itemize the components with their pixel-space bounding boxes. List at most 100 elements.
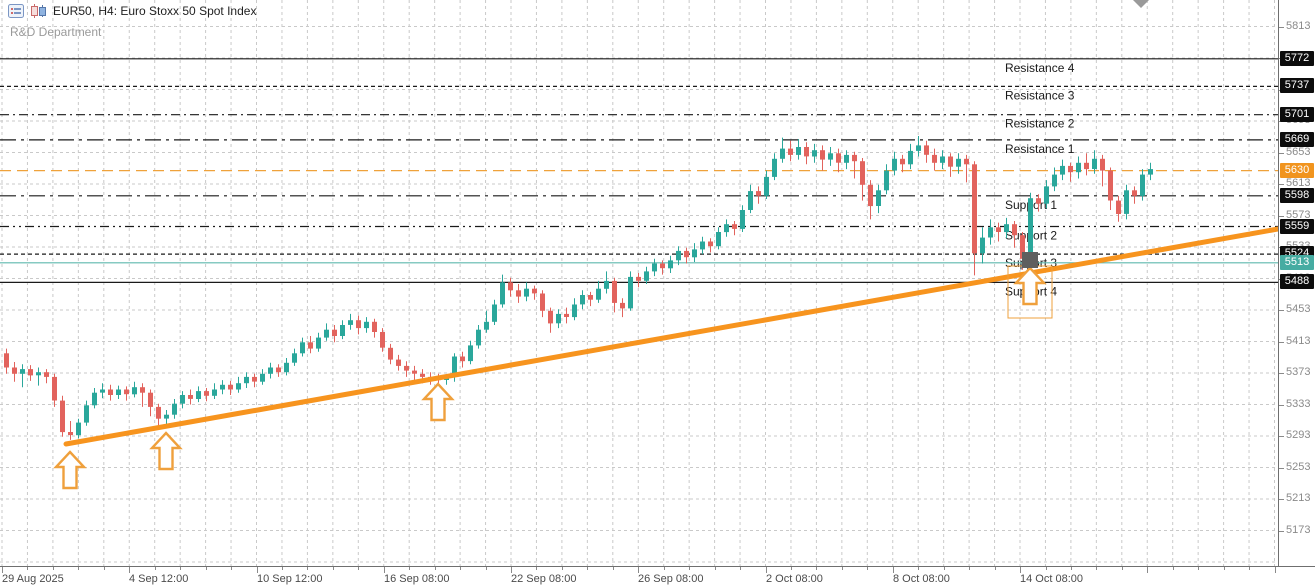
time-tick [1223, 567, 1225, 570]
time-tick-label: 26 Sep 08:00 [638, 573, 704, 585]
time-tick [27, 567, 29, 570]
time-axis[interactable]: 29 Aug 2025 4 Sep 12:00 10 Sep 12:00 16 Sep… [0, 566, 1315, 587]
time-tick [129, 567, 131, 573]
price-tick-label: 5453 [1286, 303, 1311, 315]
level-price-badge: 5559 [1280, 218, 1314, 234]
time-tick-label: 8 Oct 08:00 [893, 573, 950, 585]
time-tick [383, 567, 385, 573]
price-tick [1279, 404, 1284, 406]
price-tick [1279, 215, 1284, 217]
up-arrow-marker-4[interactable] [1013, 266, 1047, 306]
resistance-2-line[interactable]: Resistance 2 [0, 114, 1278, 131]
support-1-line[interactable]: Support 1 [0, 195, 1278, 212]
candlestick-series [4, 136, 1153, 440]
level-price-badge: 5669 [1280, 131, 1314, 147]
price-tick-label: 5253 [1286, 460, 1311, 473]
up-arrow-marker-3[interactable] [421, 382, 455, 422]
time-tick-label: 16 Sep 08:00 [384, 573, 450, 585]
price-axis[interactable]: 5813577357335693565356135573553354935453… [1278, 0, 1315, 566]
price-tick [1279, 499, 1284, 500]
time-tick [2, 567, 3, 573]
time-tick-label: 4 Sep 12:00 [129, 573, 189, 585]
time-tick [1249, 567, 1251, 570]
selected-object-decoration[interactable] [1007, 252, 1053, 319]
price-tick-label: 5373 [1286, 366, 1311, 378]
time-tick [943, 567, 945, 570]
time-tick [816, 567, 818, 570]
time-tick [740, 567, 742, 570]
level-price-badge: 5772 [1280, 50, 1314, 66]
time-tick [78, 567, 80, 570]
time-tick [1121, 567, 1123, 570]
time-tick [638, 567, 640, 573]
current-price-badge: 5630 [1280, 162, 1314, 178]
time-tick [892, 567, 894, 573]
time-tick [1198, 567, 1200, 570]
price-tick [1279, 530, 1284, 532]
time-tick [511, 567, 512, 573]
time-tick [52, 567, 54, 570]
time-tick [663, 567, 665, 570]
price-tick [1279, 152, 1284, 154]
time-tick [180, 567, 182, 570]
time-tick [867, 567, 869, 570]
time-tick [1147, 567, 1149, 573]
price-tick [1279, 467, 1284, 469]
time-tick-label: 10 Sep 12:00 [257, 573, 323, 585]
resistance-4-line[interactable]: Resistance 4 [0, 58, 1278, 75]
time-tick [1172, 567, 1174, 570]
time-tick [1096, 567, 1098, 570]
time-tick-label: 29 Aug 2025 [2, 573, 64, 585]
price-tick-label: 5173 [1286, 523, 1311, 536]
ascending-trendline[interactable] [63, 226, 1278, 447]
time-tick [103, 567, 105, 570]
time-tick [561, 567, 563, 570]
price-tick [1279, 436, 1284, 437]
time-tick [154, 567, 156, 570]
support-2-line[interactable]: Support 2 [0, 225, 1278, 243]
resistance-4-label: Resistance 4 [1005, 61, 1075, 75]
time-tick [231, 567, 232, 570]
price-tick-label: 5333 [1286, 397, 1311, 410]
price-tick-label: 5213 [1286, 492, 1311, 504]
resistance-2-label: Resistance 2 [1005, 117, 1075, 131]
chart-shift-marker[interactable] [1133, 0, 1149, 8]
time-tick [332, 567, 334, 570]
time-tick [689, 567, 691, 570]
time-tick [1045, 567, 1047, 570]
chart-plot-area[interactable]: Resistance 4 Resistance 3 Resistance 2 Resi… [0, 0, 1278, 566]
time-tick [841, 567, 843, 570]
time-tick [460, 567, 462, 570]
level-price-badge: 5598 [1280, 187, 1314, 203]
candlestick-chart-icon [30, 4, 47, 18]
properties-list-icon [8, 4, 24, 18]
watermark-text: R&D Department [10, 25, 102, 39]
time-tick [969, 567, 971, 570]
time-tick [485, 567, 487, 570]
level-price-badge: 5488 [1280, 274, 1314, 290]
time-tick [1070, 567, 1072, 570]
up-arrow-marker-1[interactable] [53, 450, 87, 490]
price-tick [1279, 310, 1284, 311]
time-tick [256, 567, 258, 573]
time-tick [358, 567, 360, 570]
time-tick [994, 567, 996, 570]
price-tick-label: 5413 [1286, 334, 1311, 347]
up-arrow-marker-2[interactable] [149, 431, 183, 471]
time-tick [434, 567, 436, 570]
resistance-1-line[interactable]: Resistance 1 [0, 139, 1278, 156]
level-price-badge: 5737 [1280, 78, 1314, 94]
time-tick [205, 567, 207, 570]
time-tick [1274, 567, 1276, 573]
time-tick [587, 567, 589, 570]
selection-handle[interactable] [1022, 252, 1038, 268]
price-tick [1279, 26, 1284, 28]
resistance-3-line[interactable]: Resistance 3 [0, 85, 1278, 102]
time-tick [1020, 567, 1021, 573]
time-tick [409, 567, 411, 570]
resistance-3-label: Resistance 3 [1005, 88, 1075, 102]
resistance-1-label: Resistance 1 [1005, 142, 1075, 156]
price-tick-label: 5653 [1286, 145, 1311, 158]
time-tick [536, 567, 538, 570]
